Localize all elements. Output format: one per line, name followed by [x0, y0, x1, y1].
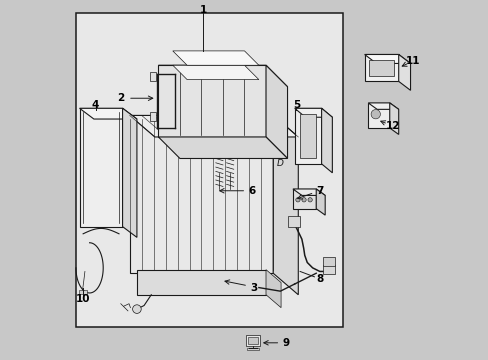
Polygon shape [129, 116, 298, 137]
Polygon shape [158, 137, 287, 158]
Circle shape [370, 109, 380, 119]
Bar [150, 112, 155, 121]
Text: 12: 12 [386, 121, 400, 131]
Polygon shape [364, 54, 398, 81]
Polygon shape [292, 189, 325, 195]
Polygon shape [316, 189, 325, 215]
Bar [246, 348, 259, 350]
Polygon shape [80, 108, 137, 119]
Bar [76, 13, 343, 327]
Polygon shape [273, 116, 298, 295]
Polygon shape [158, 65, 287, 87]
Bar [368, 60, 394, 76]
Polygon shape [172, 65, 258, 80]
Text: 6: 6 [247, 186, 255, 196]
Polygon shape [321, 108, 332, 173]
Bar [287, 216, 300, 226]
Polygon shape [122, 108, 137, 237]
Circle shape [295, 198, 300, 202]
Polygon shape [158, 65, 265, 137]
Text: 8: 8 [316, 274, 323, 284]
Text: 2: 2 [117, 93, 124, 103]
Bar [150, 72, 155, 81]
Text: D: D [276, 159, 283, 168]
Text: 7: 7 [315, 186, 323, 197]
Polygon shape [294, 108, 321, 164]
Bar [246, 335, 260, 346]
Polygon shape [265, 270, 281, 308]
Text: 4: 4 [92, 100, 99, 110]
Text: 10: 10 [76, 294, 90, 304]
Bar [322, 257, 335, 266]
Polygon shape [300, 114, 316, 158]
Text: 11: 11 [405, 55, 420, 66]
Text: 5: 5 [292, 100, 300, 110]
Polygon shape [292, 189, 316, 209]
Polygon shape [129, 116, 273, 273]
Polygon shape [364, 54, 410, 63]
Text: 9: 9 [282, 338, 289, 348]
Polygon shape [294, 108, 332, 117]
Bar [79, 290, 86, 294]
Polygon shape [172, 51, 258, 65]
Polygon shape [367, 103, 398, 109]
Bar [322, 265, 335, 274]
Polygon shape [367, 103, 389, 128]
Circle shape [132, 305, 141, 314]
Bar [248, 337, 257, 344]
Bar [137, 270, 265, 295]
Text: 1: 1 [199, 5, 206, 15]
Circle shape [307, 198, 312, 202]
Polygon shape [398, 54, 410, 90]
Polygon shape [80, 108, 122, 226]
Polygon shape [389, 103, 398, 134]
Text: 3: 3 [249, 283, 257, 293]
Polygon shape [265, 65, 287, 158]
Circle shape [301, 198, 305, 202]
